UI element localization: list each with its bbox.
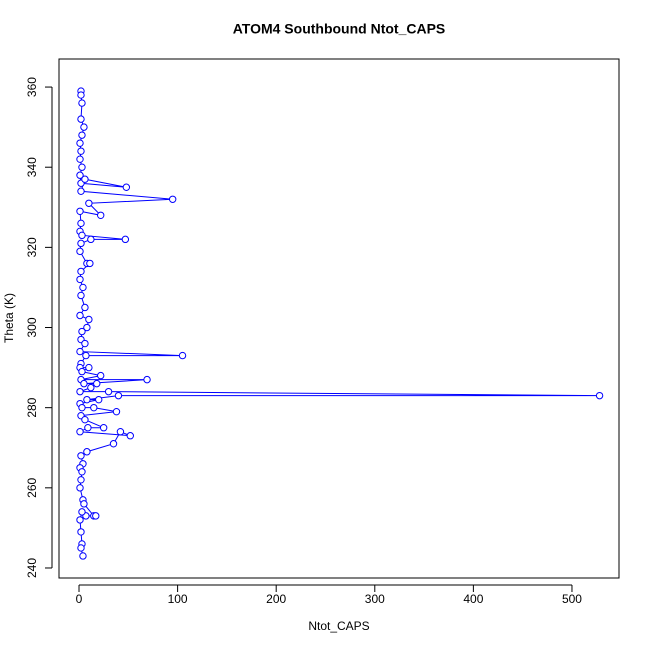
x-tick-label: 100 [168,592,188,606]
data-point [78,367,86,376]
data-point [93,379,101,388]
data-point [76,155,84,163]
data-point [81,415,89,424]
data-point [76,347,84,356]
data-point [97,371,105,380]
data-point [178,351,187,360]
plot-frame [58,58,620,579]
data-point [77,239,85,248]
data-point [81,303,89,312]
data-point [78,163,86,171]
data-point [76,387,84,396]
data-point [77,267,85,276]
data-point [87,235,95,244]
chart-title: ATOM4 Southbound Ntot_CAPS [233,21,446,37]
data-point [85,199,93,207]
data-point [86,259,94,268]
data-point [77,291,85,300]
data-point [104,387,113,396]
data-point [76,247,84,256]
data-point [78,131,86,139]
data-point [77,115,85,123]
data-point [126,432,134,440]
y-tick-label: 260 [25,477,39,497]
data-point [83,395,91,404]
data-point [168,195,177,203]
data-point [85,363,93,372]
data-point [81,175,89,183]
data-point [77,147,85,155]
data-point [85,315,93,324]
data-point [80,500,88,508]
data-point [77,91,85,99]
data-point [76,311,84,320]
data-point [76,171,84,179]
y-tick-label: 240 [25,558,39,578]
data-point [77,452,85,460]
data-point [81,339,89,348]
y-tick-label: 300 [25,317,39,337]
data-point [78,327,86,336]
data-point [82,351,90,360]
data-point [83,323,91,332]
data-point [79,552,87,560]
x-axis-label: Ntot_CAPS [308,619,369,633]
y-tick-label: 360 [25,77,39,97]
data-point [97,211,105,220]
data-point [78,468,86,476]
data-point [92,512,100,520]
x-tick-label: 0 [76,592,83,606]
data-point [76,275,84,284]
data-point [114,391,123,400]
data-point [95,395,103,404]
x-tick-label: 200 [266,592,286,606]
data-point [116,428,125,436]
data-point [78,231,86,240]
data-point [77,219,85,228]
data-point [122,183,131,191]
x-tick-label: 500 [562,592,582,606]
data-point [99,424,108,432]
data-point [595,391,604,400]
data-point [76,428,84,436]
data-point [77,544,85,552]
data-point [77,187,85,195]
data-point [78,99,86,107]
data-point [87,383,95,392]
data-point [76,516,84,524]
x-tick-label: 300 [365,592,385,606]
data-point [76,484,84,492]
y-tick-label: 320 [25,237,39,257]
data-point [112,407,121,416]
data-point [77,528,85,536]
data-point [143,375,151,384]
data-point [121,235,130,244]
data-point [90,403,98,412]
y-axis-label: Theta (K) [2,293,16,343]
data-point [78,403,86,412]
data-point [77,476,85,484]
data-point [84,424,92,432]
data-point [78,508,86,516]
data-point [109,440,118,448]
y-tick-label: 280 [25,397,39,417]
data-point [76,207,84,215]
data-point [83,448,91,456]
data-point [80,123,88,131]
y-tick-label: 340 [25,157,39,177]
data-point [76,139,84,147]
data-point [79,283,87,292]
data-point [80,379,88,388]
x-tick-label: 400 [463,592,483,606]
